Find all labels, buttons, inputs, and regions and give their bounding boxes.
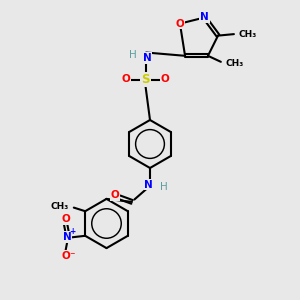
Text: O: O bbox=[110, 190, 119, 200]
Text: S: S bbox=[141, 73, 150, 86]
Text: O: O bbox=[176, 19, 184, 28]
Text: H: H bbox=[129, 50, 137, 61]
Text: CH₃: CH₃ bbox=[238, 30, 256, 39]
Text: N: N bbox=[142, 53, 152, 63]
Text: O: O bbox=[61, 251, 70, 261]
Text: H: H bbox=[160, 182, 167, 192]
Text: CH₃: CH₃ bbox=[225, 59, 243, 68]
Text: N: N bbox=[200, 13, 209, 22]
Text: O: O bbox=[61, 214, 70, 224]
Text: N: N bbox=[144, 179, 153, 190]
Text: +: + bbox=[70, 227, 76, 236]
Text: ⁻: ⁻ bbox=[70, 251, 75, 261]
Text: O: O bbox=[122, 74, 130, 85]
Text: O: O bbox=[160, 74, 169, 85]
Text: N: N bbox=[63, 232, 72, 242]
Text: CH₃: CH₃ bbox=[50, 202, 69, 211]
